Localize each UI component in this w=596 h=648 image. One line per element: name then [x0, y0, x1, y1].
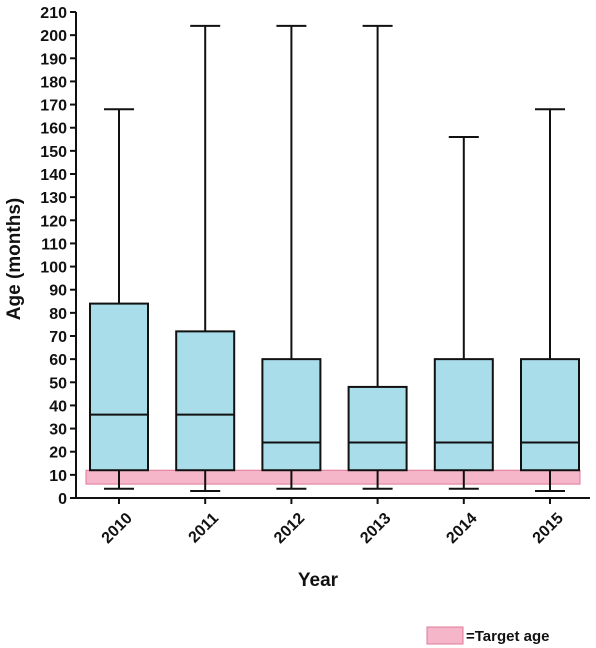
- box-iqr: [175, 330, 236, 472]
- y-tick-label: 180: [40, 74, 67, 91]
- y-tick-label: 10: [49, 468, 67, 485]
- box-iqr: [520, 358, 580, 472]
- y-tick-label: 40: [49, 398, 67, 415]
- target-age-band: [85, 469, 581, 485]
- y-axis-title: Age (months): [4, 198, 25, 320]
- legend: =Target age: [426, 626, 550, 645]
- y-tick-label: 90: [49, 283, 67, 300]
- x-tick-label: 2013: [357, 510, 394, 547]
- y-tick-label: 0: [58, 491, 67, 508]
- box-group: [433, 135, 494, 490]
- y-tick-label: 130: [40, 190, 67, 207]
- y-tick-label: 60: [49, 352, 67, 369]
- legend-target-swatch: [426, 626, 464, 645]
- y-tick-label: 30: [49, 422, 67, 439]
- y-tick-label: 140: [40, 167, 67, 184]
- y-tick-label: 50: [49, 375, 67, 392]
- box-iqr: [347, 385, 408, 472]
- x-tick-label: 2014: [443, 510, 480, 547]
- box-group: [89, 108, 149, 490]
- box-group: [520, 108, 580, 493]
- x-axis-title: Year: [298, 570, 339, 591]
- legend-label: =Target age: [466, 628, 550, 645]
- y-tick-label: 20: [49, 445, 67, 462]
- box-iqr: [433, 358, 494, 472]
- box-group: [347, 24, 408, 490]
- y-tick-label: 150: [40, 144, 67, 161]
- y-tick-label: 100: [40, 260, 67, 277]
- box-group: [261, 24, 322, 490]
- x-tick-label: 2015: [530, 510, 567, 547]
- y-tick-label: 170: [40, 98, 67, 115]
- y-tick-label: 110: [41, 236, 67, 253]
- y-tick-label: 210: [40, 5, 67, 22]
- x-tick-label: 2011: [186, 510, 223, 547]
- y-tick-label: 200: [40, 28, 67, 45]
- y-tick-label: 70: [49, 329, 67, 346]
- y-tick-label: 160: [40, 121, 67, 138]
- y-tick-label: 120: [40, 213, 67, 230]
- x-tick-label: 2012: [271, 510, 308, 547]
- y-tick-label: 80: [49, 306, 67, 323]
- box-group: [175, 24, 236, 493]
- y-tick-label: 190: [40, 51, 67, 68]
- box-iqr: [261, 358, 322, 472]
- box-iqr: [89, 302, 149, 472]
- x-tick-label: 2010: [99, 510, 136, 547]
